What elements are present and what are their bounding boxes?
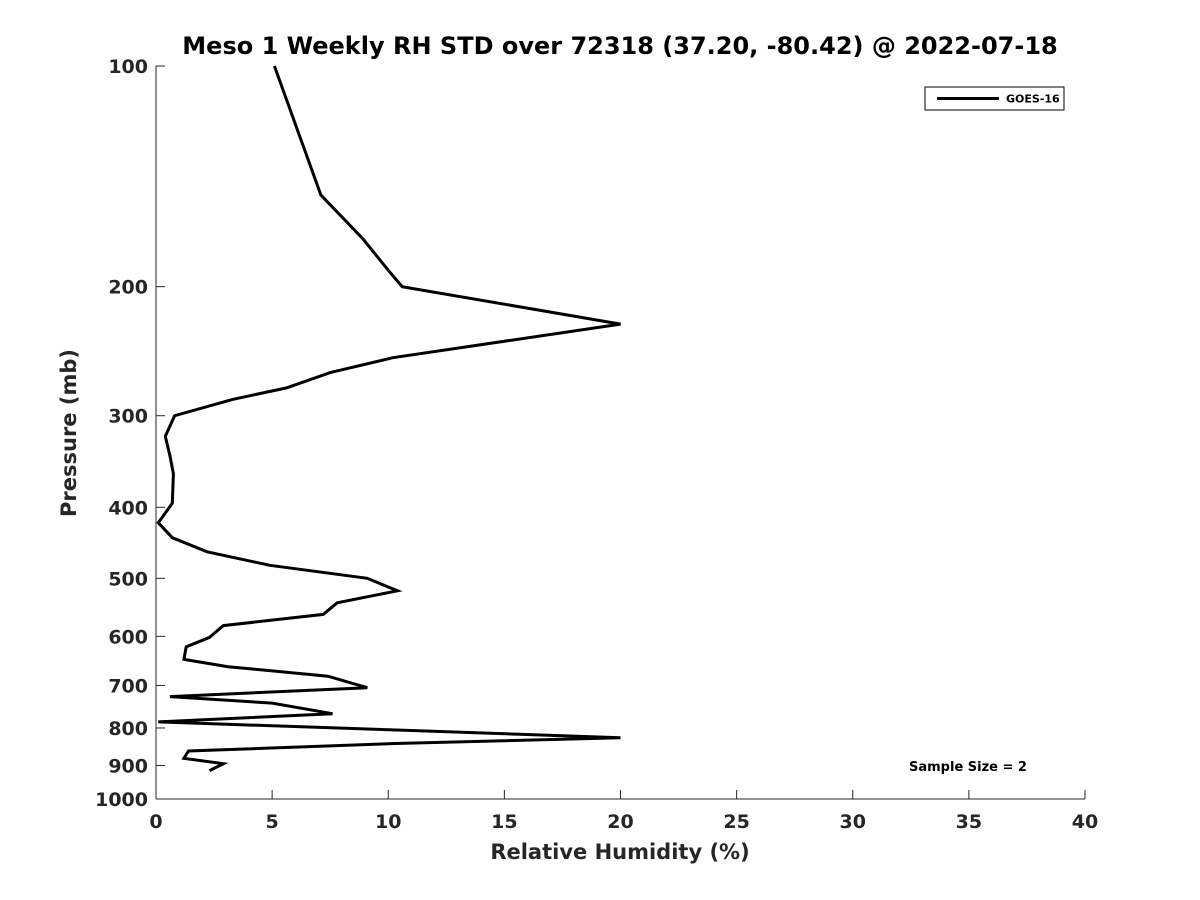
y-tick-label: 700 (108, 675, 148, 697)
sample-size-annotation: Sample Size = 2 (909, 760, 1027, 775)
y-tick-label: 900 (108, 755, 148, 777)
y-tick-label: 500 (108, 568, 148, 590)
x-tick-label: 40 (1072, 811, 1098, 833)
x-tick-label: 15 (491, 811, 517, 833)
y-axis-label: Pressure (mb) (57, 349, 81, 517)
x-tick-label: 0 (149, 811, 162, 833)
x-tick-label: 35 (956, 811, 982, 833)
x-axis-label: Relative Humidity (%) (490, 840, 749, 864)
y-tick-label: 800 (108, 718, 148, 740)
x-tick-label: 20 (607, 811, 633, 833)
chart-title: Meso 1 Weekly RH STD over 72318 (37.20, … (182, 32, 1057, 60)
y-tick-label: 200 (108, 277, 148, 299)
series-line-goes-16 (156, 65, 621, 773)
legend: GOES-16 (924, 86, 1065, 111)
legend-series-label: GOES-16 (1006, 93, 1060, 106)
x-tick-label: 25 (723, 811, 749, 833)
y-tick-label: 300 (108, 406, 148, 428)
series-layer (156, 65, 621, 773)
y-tick-label: 1000 (95, 789, 148, 811)
x-tick-label: 10 (375, 811, 401, 833)
y-tick-label: 400 (108, 497, 148, 519)
x-tick-label: 30 (840, 811, 866, 833)
axis-ticks: 0 5 10 15 20 25 30 35 40 100 200 300 400 500 600 700 800… (95, 56, 1098, 833)
y-tick-label: 100 (108, 56, 148, 78)
y-tick-label: 600 (108, 626, 148, 648)
x-tick-label: 5 (266, 811, 279, 833)
